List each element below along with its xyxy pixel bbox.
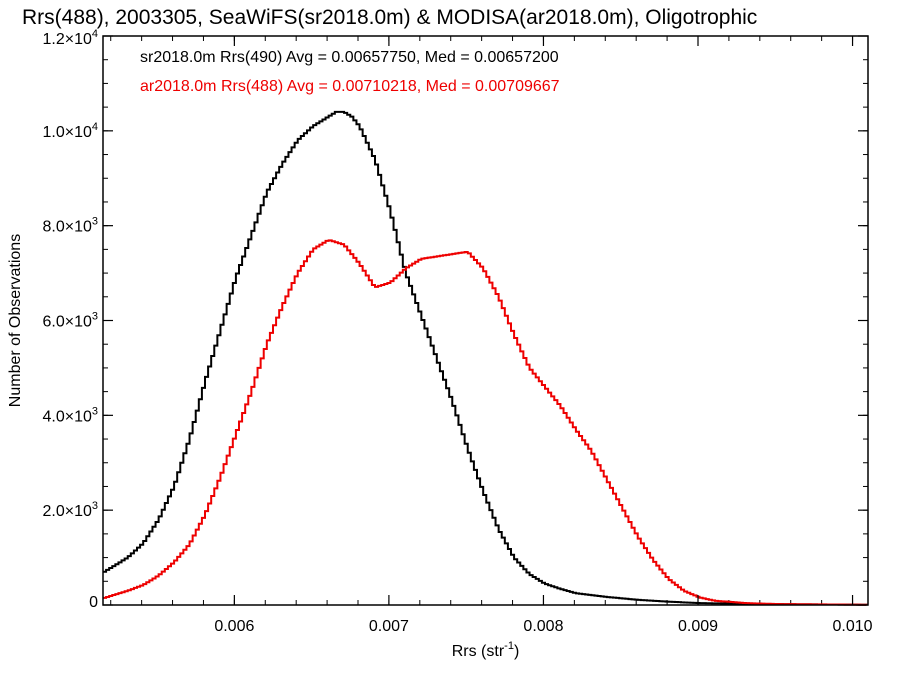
legend-entry-1: sr2018.0m Rrs(490) Avg = 0.00657750, Med…	[140, 49, 559, 66]
chart-title: Rrs(488), 2003305, SeaWiFS(sr2018.0m) & …	[22, 6, 757, 29]
series-line-2	[103, 239, 868, 606]
x-tick-label: 0.010	[833, 618, 873, 635]
legend-entry-2: ar2018.0m Rrs(488) Avg = 0.00710218, Med…	[140, 78, 560, 95]
y-tick-label: 0	[89, 594, 98, 611]
y-tick-label: 1.2×104	[42, 28, 98, 48]
y-tick-label: 6.0×103	[42, 311, 98, 331]
x-tick-label: 0.007	[369, 618, 409, 635]
plot-frame	[102, 35, 869, 606]
x-axis-label-sup: -1	[504, 640, 514, 652]
x-axis-label-close: )	[514, 643, 519, 660]
axis-ticks: 0.006 0.007 0.008 0.009 0.010 0 2.0×103 4.0×103…	[42, 28, 872, 635]
x-tick-label: 0.008	[523, 618, 563, 635]
series-layer	[103, 110, 868, 606]
x-tick-label: 0.009	[678, 618, 718, 635]
minor-ticks	[103, 36, 868, 605]
y-tick-label: 8.0×103	[42, 216, 98, 236]
y-tick-label: 2.0×103	[42, 500, 98, 520]
x-axis-label-main: Rrs (str	[452, 643, 505, 660]
series-line-1	[103, 110, 868, 606]
legend: sr2018.0m Rrs(490) Avg = 0.00657750, Med…	[140, 49, 560, 95]
y-tick-label: 1.0×104	[42, 121, 98, 141]
y-axis-label: Number of Observations	[7, 234, 24, 407]
x-tick-label: 0.006	[214, 618, 254, 635]
y-tick-label: 4.0×103	[42, 405, 98, 425]
x-axis-label: Rrs (str-1)	[452, 640, 520, 660]
